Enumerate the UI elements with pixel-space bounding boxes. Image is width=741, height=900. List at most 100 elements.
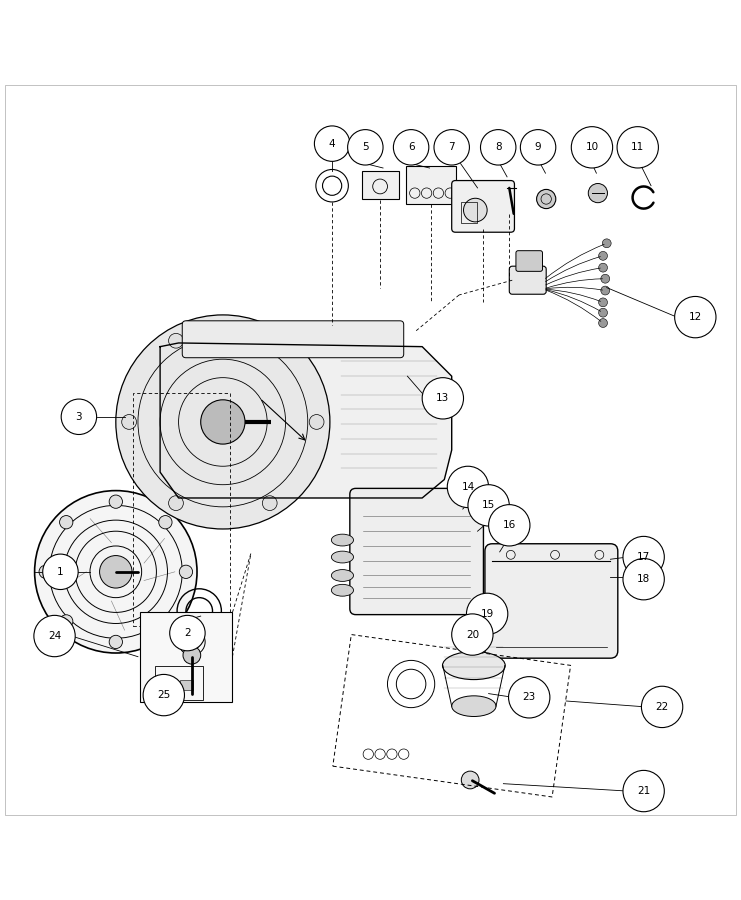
Bar: [362, 171, 399, 199]
Text: 6: 6: [408, 142, 414, 152]
Circle shape: [617, 127, 659, 168]
Circle shape: [62, 399, 96, 435]
Text: 16: 16: [502, 520, 516, 530]
FancyBboxPatch shape: [516, 251, 542, 272]
Circle shape: [601, 274, 610, 284]
Circle shape: [43, 554, 78, 590]
Circle shape: [642, 686, 682, 727]
Circle shape: [468, 485, 509, 526]
Circle shape: [599, 309, 608, 317]
Ellipse shape: [331, 551, 353, 562]
Circle shape: [159, 615, 172, 628]
Circle shape: [571, 127, 613, 168]
Circle shape: [623, 770, 665, 812]
Circle shape: [536, 189, 556, 209]
Bar: [461, 202, 476, 222]
FancyBboxPatch shape: [509, 266, 546, 294]
Circle shape: [169, 333, 183, 348]
Text: 7: 7: [448, 142, 455, 152]
Text: 9: 9: [535, 142, 542, 152]
Circle shape: [588, 184, 608, 202]
Circle shape: [314, 126, 350, 161]
Text: 21: 21: [637, 786, 651, 796]
Text: 17: 17: [637, 552, 651, 562]
Text: 1: 1: [57, 567, 64, 577]
Circle shape: [422, 378, 464, 419]
Circle shape: [393, 130, 429, 165]
Circle shape: [39, 565, 53, 579]
Ellipse shape: [331, 535, 353, 546]
Circle shape: [601, 286, 610, 295]
Circle shape: [183, 646, 201, 664]
Circle shape: [623, 559, 665, 600]
Circle shape: [348, 130, 383, 165]
FancyBboxPatch shape: [485, 544, 618, 658]
Circle shape: [35, 491, 197, 653]
Circle shape: [170, 616, 205, 651]
Ellipse shape: [452, 696, 496, 716]
Circle shape: [488, 505, 530, 546]
Bar: [140, 612, 233, 703]
Text: 10: 10: [585, 142, 599, 152]
Bar: [180, 680, 193, 690]
Circle shape: [109, 495, 122, 508]
Circle shape: [599, 263, 608, 272]
Text: 11: 11: [631, 142, 645, 152]
FancyBboxPatch shape: [182, 320, 404, 357]
Circle shape: [159, 516, 172, 529]
Circle shape: [520, 130, 556, 165]
Text: 25: 25: [157, 690, 170, 700]
Bar: [155, 666, 203, 699]
Text: 18: 18: [637, 574, 651, 584]
Text: 3: 3: [76, 412, 82, 422]
Text: 4: 4: [329, 139, 336, 148]
Circle shape: [599, 298, 608, 307]
Circle shape: [262, 496, 277, 510]
Text: 12: 12: [688, 312, 702, 322]
Text: 24: 24: [48, 631, 62, 641]
Circle shape: [169, 496, 183, 510]
Text: 22: 22: [656, 702, 668, 712]
Ellipse shape: [331, 570, 353, 581]
Circle shape: [602, 238, 611, 248]
Circle shape: [143, 674, 185, 716]
Circle shape: [464, 198, 487, 222]
Circle shape: [508, 677, 550, 718]
Circle shape: [480, 130, 516, 165]
Text: 5: 5: [362, 142, 368, 152]
FancyBboxPatch shape: [350, 489, 483, 615]
Circle shape: [674, 296, 716, 338]
Circle shape: [309, 415, 324, 429]
Circle shape: [34, 616, 75, 657]
Text: 13: 13: [436, 393, 450, 403]
Text: 20: 20: [466, 630, 479, 640]
Circle shape: [452, 614, 493, 655]
Circle shape: [623, 536, 665, 578]
Circle shape: [116, 315, 330, 529]
Circle shape: [179, 565, 193, 579]
Bar: [406, 166, 456, 204]
Text: 15: 15: [482, 500, 495, 510]
Circle shape: [122, 415, 136, 429]
Circle shape: [59, 516, 73, 529]
Polygon shape: [160, 343, 452, 498]
Text: 19: 19: [480, 609, 494, 619]
Text: 2: 2: [184, 628, 190, 638]
Circle shape: [599, 251, 608, 260]
Text: 8: 8: [495, 142, 502, 152]
Circle shape: [99, 555, 132, 588]
Circle shape: [109, 635, 122, 649]
Circle shape: [201, 400, 245, 444]
Text: 23: 23: [522, 692, 536, 702]
Ellipse shape: [331, 584, 353, 596]
Bar: [133, 393, 230, 626]
Text: 14: 14: [462, 482, 474, 492]
Circle shape: [262, 333, 277, 348]
Circle shape: [448, 466, 488, 508]
Circle shape: [599, 319, 608, 328]
Circle shape: [462, 771, 479, 788]
Ellipse shape: [442, 652, 505, 680]
Circle shape: [59, 615, 73, 628]
FancyBboxPatch shape: [452, 181, 514, 232]
Circle shape: [434, 130, 469, 165]
